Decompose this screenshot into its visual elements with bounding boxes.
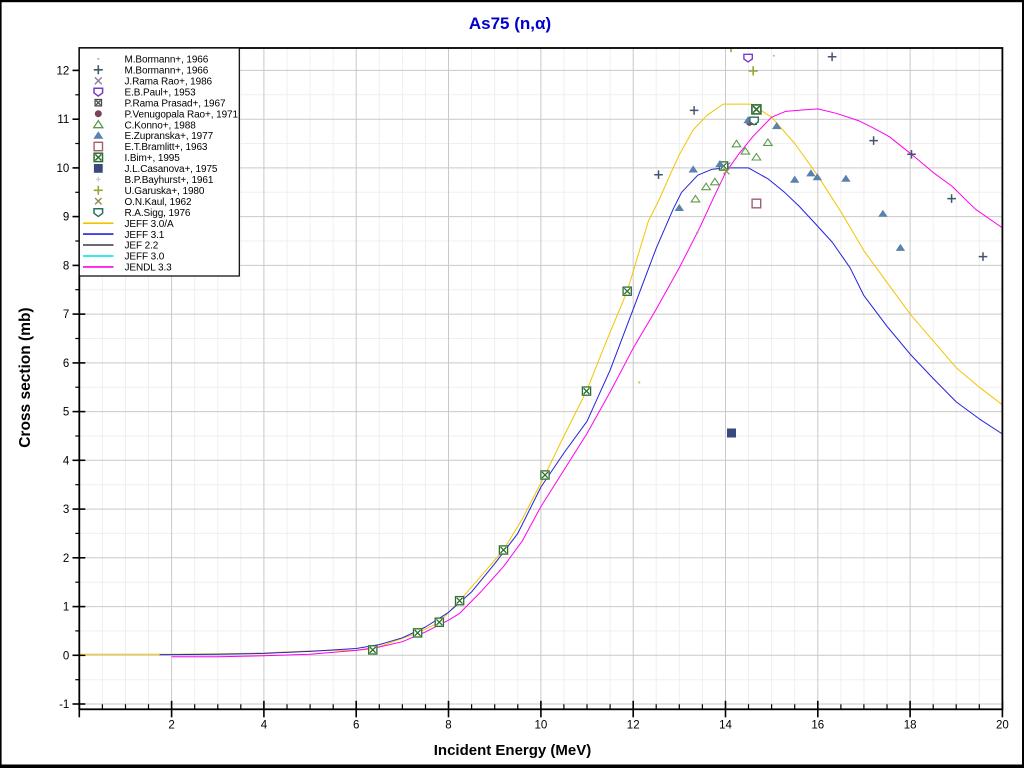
svg-text:JEFF 3.0: JEFF 3.0 (125, 252, 165, 263)
svg-text:14: 14 (719, 719, 732, 731)
svg-text:O.N.Kaul, 1962: O.N.Kaul, 1962 (125, 197, 193, 208)
svg-text:E.T.Bramlitt+, 1963: E.T.Bramlitt+, 1963 (125, 142, 208, 153)
svg-text:4: 4 (63, 455, 70, 467)
svg-text:E.Zupranska+, 1977: E.Zupranska+, 1977 (125, 131, 214, 142)
svg-text:JEFF 3.0/A: JEFF 3.0/A (125, 219, 174, 230)
svg-text:3: 3 (63, 504, 69, 516)
svg-text:10: 10 (57, 163, 70, 175)
svg-text:B.P.Bayhurst+, 1961: B.P.Bayhurst+, 1961 (125, 175, 214, 186)
svg-text:-1: -1 (59, 699, 69, 711)
svg-text:4: 4 (261, 719, 268, 731)
svg-text:12: 12 (627, 719, 640, 731)
svg-text:J.L.Casanova+, 1975: J.L.Casanova+, 1975 (125, 164, 218, 175)
svg-text:6: 6 (63, 358, 69, 370)
svg-text:As75 (n,α): As75 (n,α) (469, 14, 551, 33)
svg-text:7: 7 (63, 309, 69, 321)
svg-text:JEFF 3.1: JEFF 3.1 (125, 230, 165, 241)
svg-text:P.Venugopala Rao+, 1971: P.Venugopala Rao+, 1971 (125, 109, 239, 120)
svg-text:18: 18 (904, 719, 917, 731)
svg-text:M.Bormann+, 1966: M.Bormann+, 1966 (125, 66, 209, 77)
svg-text:12: 12 (57, 65, 70, 77)
svg-text:8: 8 (445, 719, 451, 731)
svg-text:5: 5 (63, 407, 69, 419)
svg-text:Incident Energy (MeV): Incident Energy (MeV) (434, 742, 592, 759)
svg-text:E.B.Paul+, 1953: E.B.Paul+, 1953 (125, 88, 197, 99)
svg-text:10: 10 (535, 719, 548, 731)
svg-text:2: 2 (63, 553, 69, 565)
svg-text:JENDL 3.3: JENDL 3.3 (125, 263, 173, 274)
svg-text:R.A.Sigg, 1976: R.A.Sigg, 1976 (125, 208, 191, 219)
svg-text:11: 11 (57, 114, 69, 126)
svg-text:I.Bim+, 1995: I.Bim+, 1995 (125, 153, 181, 164)
svg-text:Cross section (mb): Cross section (mb) (17, 307, 34, 447)
svg-text:1: 1 (63, 602, 69, 614)
svg-text:6: 6 (353, 719, 359, 731)
svg-text:16: 16 (811, 719, 824, 731)
svg-text:8: 8 (63, 260, 69, 272)
svg-text:JEF 2.2: JEF 2.2 (125, 241, 159, 252)
svg-text:J.Rama Rao+, 1986: J.Rama Rao+, 1986 (125, 77, 213, 88)
svg-text:9: 9 (63, 212, 69, 224)
svg-text:P.Rama Prasad+, 1967: P.Rama Prasad+, 1967 (125, 98, 226, 109)
svg-text:2: 2 (168, 719, 174, 731)
svg-text:C.Konno+, 1988: C.Konno+, 1988 (125, 120, 197, 131)
svg-text:20: 20 (996, 719, 1009, 731)
svg-text:U.Garuska+, 1980: U.Garuska+, 1980 (125, 186, 205, 197)
svg-text:0: 0 (63, 650, 69, 662)
svg-text:M.Bormann+, 1966: M.Bormann+, 1966 (125, 55, 209, 66)
